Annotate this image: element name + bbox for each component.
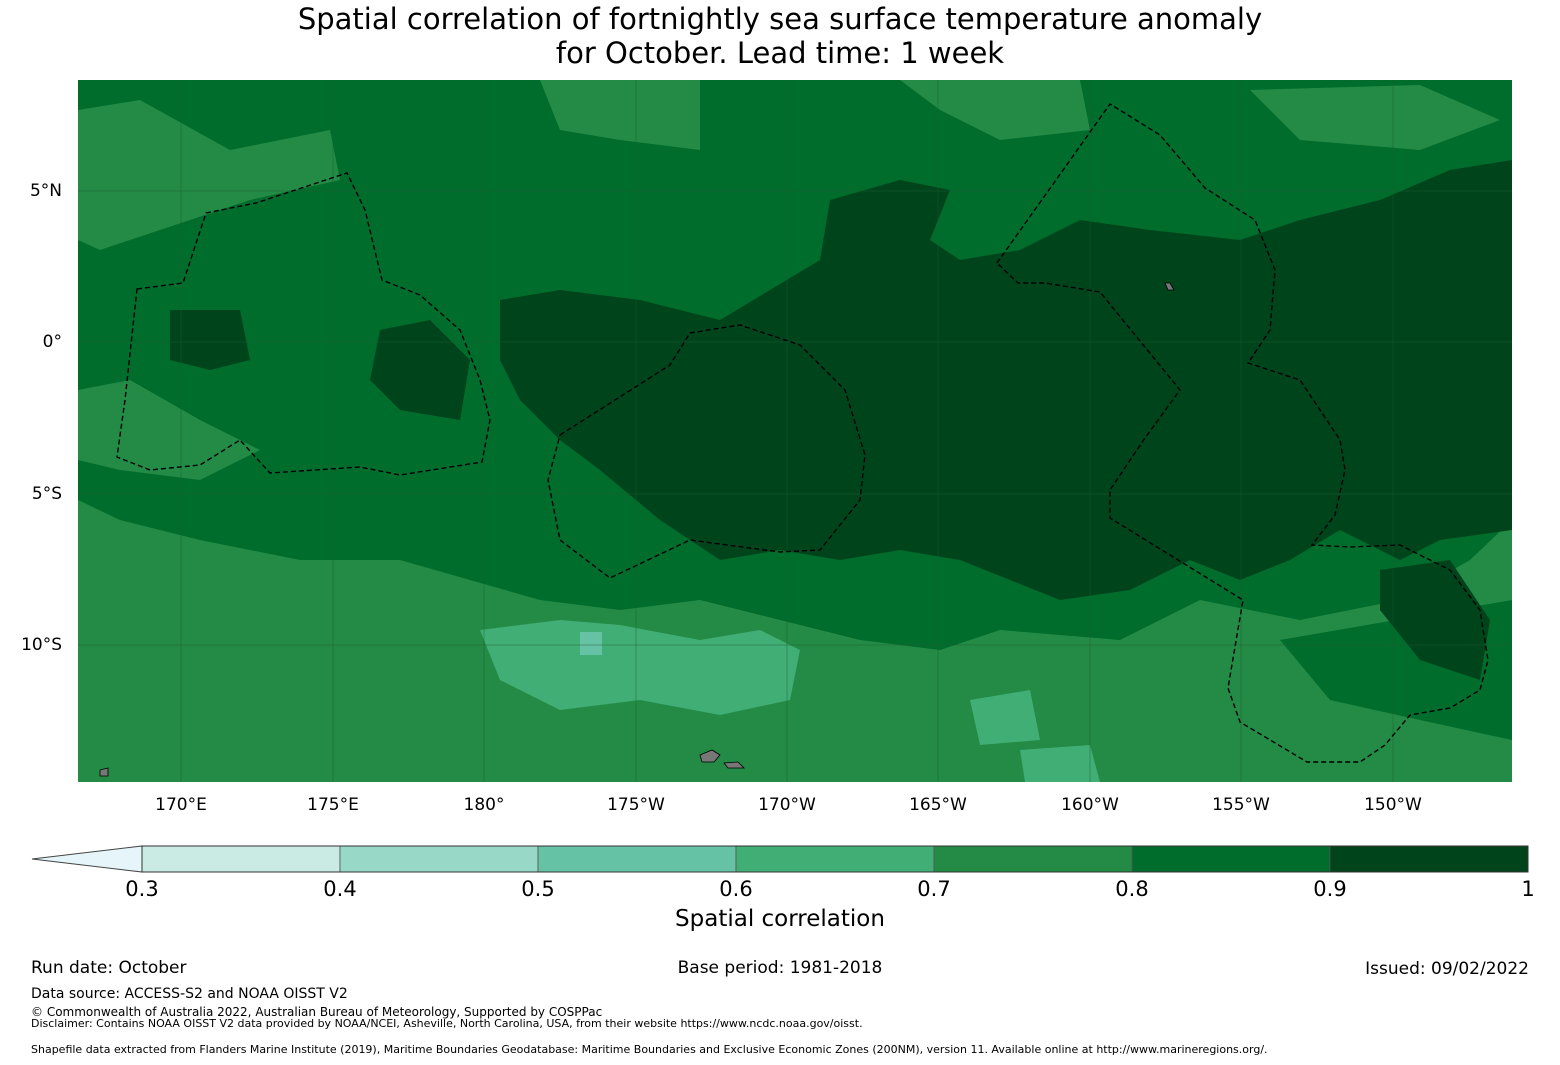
eez-boundaries bbox=[116, 103, 1489, 763]
field-patch-west bbox=[78, 380, 260, 480]
colorbar-tick-0.9: 0.9 bbox=[1313, 877, 1347, 901]
islands bbox=[99, 282, 1175, 777]
field-patch-north-4 bbox=[1250, 85, 1500, 150]
base-period: Base period: 1981-2018 bbox=[677, 958, 883, 978]
island-1 bbox=[1164, 282, 1175, 291]
lat-tick-5s: 5°S bbox=[31, 484, 62, 504]
colorbar-tick-0.8: 0.8 bbox=[1115, 877, 1149, 901]
correlation-field bbox=[78, 80, 1512, 782]
title-line-2: for October. Lead time: 1 week bbox=[555, 36, 1005, 70]
colorbar bbox=[31, 845, 1529, 873]
lon-tick-150w: 150°W bbox=[1364, 795, 1422, 815]
colorbar-segment-0.6 bbox=[735, 845, 935, 873]
colorbar-segments bbox=[141, 845, 1529, 873]
field-patch-dark-mid bbox=[370, 320, 470, 420]
colorbar-segment-0.8 bbox=[1131, 845, 1331, 873]
lon-tick-170e: 170°E bbox=[155, 795, 207, 815]
colorbar-segment-0.7 bbox=[933, 845, 1133, 873]
issued-date: Issued: 09/02/2022 bbox=[1365, 959, 1529, 979]
chart-title: Spatial correlation of fortnightly sea s… bbox=[0, 2, 1560, 70]
eez-boundary-west bbox=[116, 172, 491, 476]
colorbar-segment-0.3 bbox=[141, 845, 341, 873]
field-patch-0.5-0.6 bbox=[580, 632, 602, 655]
field-patch-north-1 bbox=[78, 100, 340, 250]
lon-tick-165w: 165°W bbox=[909, 795, 967, 815]
eez-boundary-east bbox=[996, 103, 1489, 763]
island-west-1 bbox=[99, 767, 109, 777]
lon-tick-175w: 175°W bbox=[607, 795, 665, 815]
lat-tick-10s: 10°S bbox=[21, 635, 62, 655]
colorbar-extend bbox=[31, 845, 143, 873]
field-patch-dark-west bbox=[170, 310, 250, 370]
graticule bbox=[78, 80, 1512, 782]
colorbar-segment-0.9 bbox=[1329, 845, 1529, 873]
disclaimer: Disclaimer: Contains NOAA OISST V2 data … bbox=[31, 1017, 863, 1030]
field-patch-north-3 bbox=[900, 80, 1090, 140]
colorbar-tick-0.6: 0.6 bbox=[719, 877, 753, 901]
lat-tick-0: 0° bbox=[42, 332, 62, 352]
lon-tick-155w: 155°W bbox=[1212, 795, 1270, 815]
data-source: Data source: ACCESS-S2 and NOAA OISST V2 bbox=[31, 986, 348, 1002]
run-date: Run date: October bbox=[31, 958, 187, 978]
colorbar-tick-0.3: 0.3 bbox=[125, 877, 159, 901]
eez-boundary-center bbox=[547, 324, 866, 579]
field-region-0.6-0.7 bbox=[480, 620, 800, 715]
colorbar-tick-0.7: 0.7 bbox=[917, 877, 951, 901]
lon-tick-180: 180° bbox=[463, 795, 505, 815]
colorbar-tick-0.5: 0.5 bbox=[521, 877, 555, 901]
field-patch-0.6-0.7-b bbox=[970, 690, 1040, 745]
colorbar-segment-0.4 bbox=[339, 845, 539, 873]
colorbar-frame bbox=[141, 845, 1529, 873]
field-patch-dark-se bbox=[1380, 560, 1490, 680]
field-patch-0.6-0.7-c bbox=[1020, 745, 1100, 782]
lon-tick-170w: 170°W bbox=[758, 795, 816, 815]
island-samoa-2 bbox=[723, 761, 745, 769]
title-line-1: Spatial correlation of fortnightly sea s… bbox=[297, 2, 1263, 36]
colorbar-tick-1: 1 bbox=[1521, 877, 1535, 901]
field-region-0.9-1.0 bbox=[500, 160, 1512, 600]
lon-tick-175e: 175°E bbox=[307, 795, 359, 815]
colorbar-tick-0.4: 0.4 bbox=[323, 877, 357, 901]
colorbar-segment-0.5 bbox=[537, 845, 737, 873]
copyright: © Commonwealth of Australia 2022, Austra… bbox=[31, 1005, 603, 1019]
field-patch-north-2 bbox=[540, 80, 700, 150]
shapefile-credit: Shapefile data extracted from Flanders M… bbox=[31, 1043, 1268, 1056]
island-samoa-1 bbox=[699, 749, 721, 763]
colorbar-label: Spatial correlation bbox=[675, 906, 885, 932]
lat-tick-5n: 5°N bbox=[29, 181, 62, 201]
lon-tick-160w: 160°W bbox=[1061, 795, 1119, 815]
